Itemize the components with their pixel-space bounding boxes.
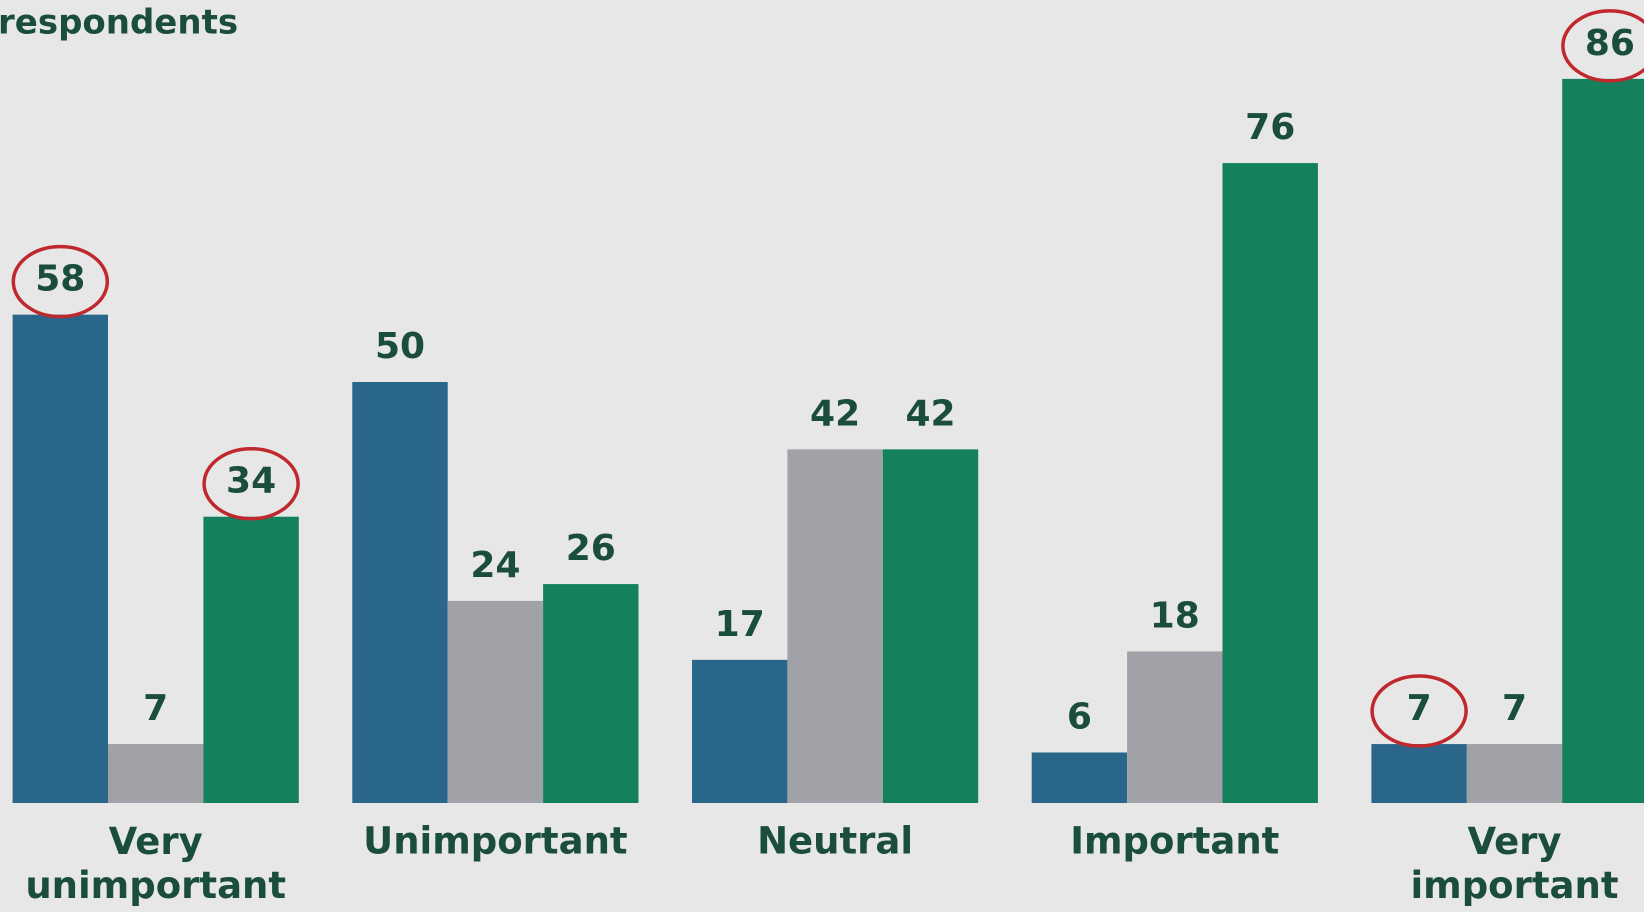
bar [1222,163,1318,803]
value-label: 7 [1407,688,1432,729]
value-label: 6 [1067,696,1092,737]
value-label: 42 [905,393,955,434]
value-label: 34 [226,461,276,502]
value-label: 18 [1150,595,1200,636]
highlight-circle [11,244,110,319]
bar [1127,651,1223,803]
bar [12,314,109,803]
highlight-circle [1561,9,1644,83]
bar [352,382,448,803]
x-tick-label: Neutral [757,820,913,863]
value-label: 7 [1502,688,1527,729]
bar [447,600,544,803]
bar [882,449,979,803]
bar [203,516,299,803]
value-label: 24 [470,545,520,586]
value-label: 42 [810,393,860,434]
x-tick-label: Unimportant [363,820,627,863]
x-tick-label: Very unimportant [25,820,286,907]
highlight-circle [202,446,300,521]
bar [1031,752,1128,803]
bar [1562,78,1644,803]
value-label: 26 [566,528,616,569]
bar [1466,744,1563,803]
value-label: 7 [143,688,168,729]
value-label: 76 [1245,107,1295,148]
bar [1371,744,1467,803]
bar [692,659,788,803]
chart-title: respondents [0,3,238,43]
bar [543,584,639,803]
x-tick-label: Very important [1410,820,1618,907]
bar [108,744,204,803]
bar [787,449,883,803]
x-tick-label: Important [1070,820,1279,863]
highlight-circle [1370,674,1468,748]
value-label: 17 [715,604,765,645]
value-label: 50 [375,326,425,367]
value-label: 86 [1585,23,1635,64]
value-label: 58 [35,259,85,300]
